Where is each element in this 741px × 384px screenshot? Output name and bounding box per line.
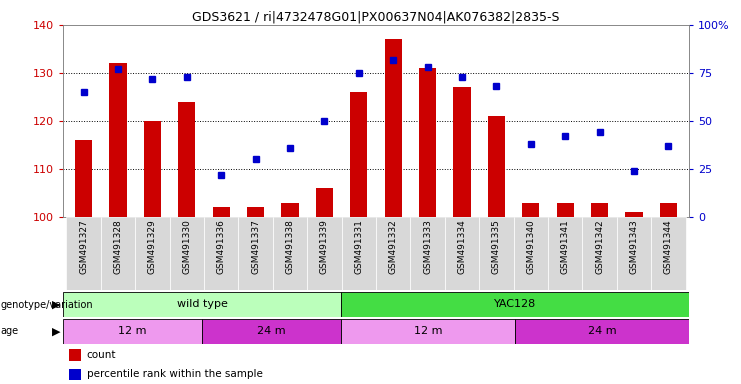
- Bar: [101, 217, 136, 290]
- Bar: [556, 203, 574, 217]
- Bar: [411, 217, 445, 290]
- Bar: [514, 217, 548, 290]
- Bar: [342, 292, 689, 317]
- Bar: [282, 203, 299, 217]
- Bar: [350, 92, 368, 217]
- Bar: [69, 369, 81, 380]
- Text: GSM491334: GSM491334: [457, 219, 467, 274]
- Bar: [660, 203, 677, 217]
- Text: age: age: [1, 326, 19, 336]
- Text: GSM491339: GSM491339: [320, 219, 329, 274]
- Text: ▶: ▶: [53, 300, 61, 310]
- Bar: [75, 140, 92, 217]
- Bar: [67, 217, 101, 290]
- Text: 12 m: 12 m: [119, 326, 147, 336]
- Bar: [63, 319, 202, 344]
- Text: genotype/variation: genotype/variation: [1, 300, 93, 310]
- Bar: [453, 87, 471, 217]
- Text: GSM491328: GSM491328: [113, 219, 122, 274]
- Bar: [170, 217, 204, 290]
- Bar: [144, 121, 161, 217]
- Bar: [135, 217, 170, 290]
- Text: GSM491343: GSM491343: [630, 219, 639, 274]
- Text: 24 m: 24 m: [257, 326, 286, 336]
- Bar: [342, 217, 376, 290]
- Bar: [204, 217, 239, 290]
- Text: GSM491331: GSM491331: [354, 219, 363, 274]
- Text: GSM491338: GSM491338: [285, 219, 295, 274]
- Text: GSM491336: GSM491336: [216, 219, 226, 274]
- Text: GSM491329: GSM491329: [148, 219, 157, 274]
- Bar: [213, 207, 230, 217]
- Bar: [110, 63, 127, 217]
- Text: GSM491344: GSM491344: [664, 219, 673, 274]
- Text: percentile rank within the sample: percentile rank within the sample: [87, 369, 262, 379]
- Text: wild type: wild type: [176, 299, 227, 310]
- Bar: [376, 217, 411, 290]
- Bar: [617, 217, 651, 290]
- Bar: [273, 217, 308, 290]
- Bar: [522, 203, 539, 217]
- Text: GSM491330: GSM491330: [182, 219, 191, 274]
- Text: GSM491335: GSM491335: [492, 219, 501, 274]
- Bar: [488, 116, 505, 217]
- Bar: [179, 102, 196, 217]
- Text: GSM491327: GSM491327: [79, 219, 88, 274]
- Text: GSM491333: GSM491333: [423, 219, 432, 274]
- Bar: [582, 217, 617, 290]
- Bar: [63, 292, 342, 317]
- Bar: [202, 319, 342, 344]
- Title: GDS3621 / ri|4732478G01|PX00637N04|AK076382|2835-S: GDS3621 / ri|4732478G01|PX00637N04|AK076…: [193, 11, 559, 24]
- Bar: [445, 217, 479, 290]
- Bar: [419, 68, 436, 217]
- Bar: [479, 217, 514, 290]
- Bar: [385, 39, 402, 217]
- Bar: [239, 217, 273, 290]
- Bar: [247, 207, 265, 217]
- Text: 12 m: 12 m: [414, 326, 442, 336]
- Text: GSM491332: GSM491332: [389, 219, 398, 274]
- Bar: [591, 203, 608, 217]
- Text: 24 m: 24 m: [588, 326, 617, 336]
- Bar: [548, 217, 582, 290]
- Text: ▶: ▶: [53, 326, 61, 336]
- Bar: [625, 212, 642, 217]
- Text: YAC128: YAC128: [494, 299, 536, 310]
- Text: GSM491337: GSM491337: [251, 219, 260, 274]
- Text: count: count: [87, 350, 116, 360]
- Text: GSM491341: GSM491341: [561, 219, 570, 274]
- Bar: [515, 319, 689, 344]
- Bar: [308, 217, 342, 290]
- Bar: [69, 349, 81, 361]
- Bar: [316, 188, 333, 217]
- Bar: [651, 217, 685, 290]
- Text: GSM491340: GSM491340: [526, 219, 536, 274]
- Bar: [342, 319, 515, 344]
- Text: GSM491342: GSM491342: [595, 219, 604, 274]
